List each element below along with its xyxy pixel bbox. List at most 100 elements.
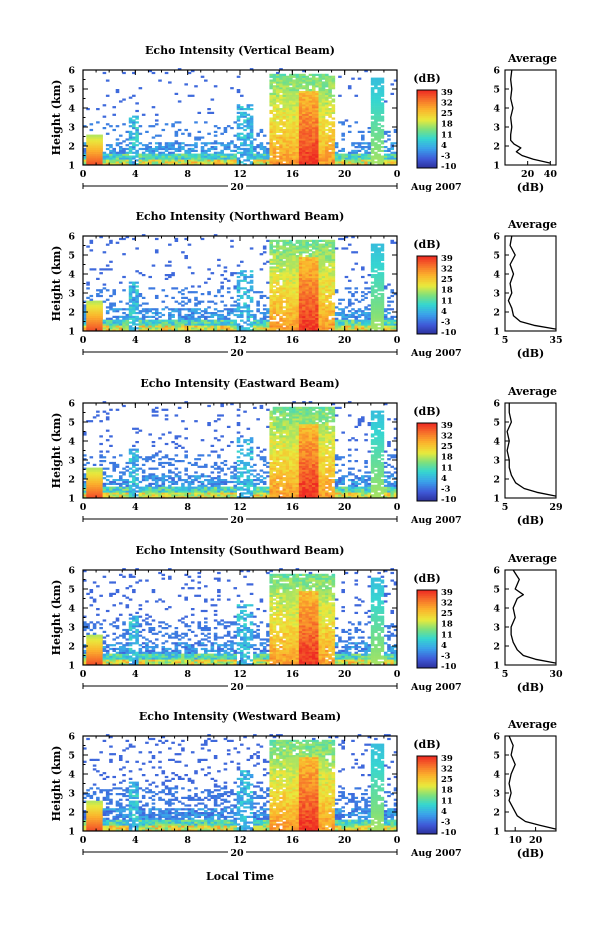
heatmap-cell bbox=[275, 115, 280, 118]
heatmap-cell bbox=[207, 319, 211, 322]
heatmap-cell bbox=[308, 285, 313, 288]
heatmap-cell bbox=[190, 323, 195, 326]
heatmap-cell bbox=[285, 138, 290, 141]
heatmap-cell bbox=[118, 157, 123, 160]
heatmap-cell bbox=[109, 319, 113, 322]
heatmap-cell bbox=[223, 163, 228, 166]
heatmap-cell bbox=[272, 108, 277, 111]
heatmap-cell bbox=[89, 155, 94, 158]
heatmap-cell bbox=[308, 291, 313, 294]
heatmap-cell bbox=[292, 155, 296, 158]
heatmap-cell bbox=[184, 437, 188, 440]
heatmap-cell bbox=[187, 323, 192, 326]
heatmap-cell bbox=[135, 319, 139, 322]
heatmap-cell bbox=[305, 125, 309, 128]
heatmap-cell bbox=[367, 147, 372, 151]
heatmap-cell bbox=[132, 456, 136, 459]
heatmap-cell bbox=[289, 108, 293, 111]
heatmap-cell bbox=[207, 327, 211, 330]
heatmap-cell bbox=[272, 270, 277, 273]
heatmap-cell bbox=[89, 153, 94, 156]
heatmap-cell bbox=[377, 256, 381, 260]
heatmap-cell bbox=[328, 87, 332, 90]
heatmap-cell bbox=[128, 136, 133, 139]
heatmap-cell bbox=[109, 151, 113, 154]
heatmap-cell bbox=[83, 159, 87, 162]
heatmap-cell bbox=[132, 490, 136, 493]
heatmap-cell bbox=[105, 323, 110, 326]
heatmap-cell bbox=[194, 317, 198, 320]
heatmap-cell bbox=[174, 92, 179, 95]
heatmap-cell bbox=[305, 75, 309, 78]
heatmap-cell bbox=[243, 153, 247, 156]
heatmap-cell bbox=[285, 123, 290, 126]
heatmap-cell bbox=[302, 132, 306, 135]
heatmap-cell bbox=[240, 155, 244, 158]
heatmap-cell bbox=[282, 270, 287, 273]
heatmap-cell bbox=[272, 125, 277, 128]
colorbar-segment bbox=[417, 320, 437, 323]
heatmap-cell bbox=[226, 142, 231, 145]
heatmap-cell bbox=[249, 68, 254, 71]
heatmap-cell bbox=[171, 159, 175, 162]
heatmap-cell bbox=[83, 313, 87, 317]
heatmap-cell bbox=[96, 293, 100, 296]
heatmap-cell bbox=[158, 144, 162, 147]
heatmap-cell bbox=[308, 94, 313, 97]
heatmap-cell bbox=[213, 157, 218, 160]
heatmap-cell bbox=[367, 313, 372, 317]
heatmap-cell bbox=[295, 308, 300, 311]
heatmap-cell bbox=[135, 247, 139, 250]
heatmap-cell bbox=[132, 463, 136, 466]
heatmap-cell bbox=[269, 130, 274, 133]
heatmap-cell bbox=[302, 308, 306, 311]
heatmap-cell bbox=[269, 251, 274, 254]
heatmap-cell bbox=[148, 70, 152, 73]
heatmap-cell bbox=[298, 119, 303, 122]
heatmap-cell bbox=[148, 473, 152, 476]
heatmap-cell bbox=[321, 255, 326, 258]
heatmap-cell bbox=[295, 256, 300, 260]
heatmap-cell bbox=[135, 454, 139, 457]
heatmap-cell bbox=[83, 475, 87, 478]
heatmap-cell bbox=[272, 317, 277, 320]
heatmap-cell bbox=[321, 87, 326, 90]
heatmap-cell bbox=[243, 136, 247, 139]
heatmap-cell bbox=[275, 321, 280, 324]
heatmap-cell bbox=[361, 325, 365, 328]
heatmap-cell bbox=[269, 300, 274, 303]
heatmap-cell bbox=[374, 245, 378, 248]
heatmap-cell bbox=[331, 128, 336, 132]
heatmap-cell bbox=[305, 89, 309, 92]
heatmap-cell bbox=[311, 243, 316, 246]
heatmap-cell bbox=[292, 127, 296, 130]
heatmap-cell bbox=[295, 239, 300, 242]
heatmap-cell bbox=[240, 270, 244, 273]
heatmap-cell bbox=[390, 163, 395, 166]
heatmap-cell bbox=[207, 321, 211, 324]
heatmap-cell bbox=[275, 89, 280, 92]
heatmap-cell bbox=[344, 317, 349, 320]
heatmap-cell bbox=[295, 268, 300, 271]
heatmap-cell bbox=[197, 317, 202, 320]
heatmap-cell bbox=[292, 75, 296, 78]
colorbar-segment bbox=[417, 296, 437, 300]
heatmap-cell bbox=[351, 159, 355, 162]
heatmap-cell bbox=[204, 310, 208, 313]
heatmap-cell bbox=[181, 300, 185, 303]
heatmap-cell bbox=[177, 313, 182, 317]
heatmap-cell bbox=[354, 298, 359, 301]
heatmap-cell bbox=[83, 308, 87, 311]
heatmap-cell bbox=[204, 121, 208, 124]
heatmap-cell bbox=[302, 306, 306, 309]
heatmap-cell bbox=[226, 310, 231, 313]
heatmap-cell bbox=[194, 304, 198, 307]
heatmap-cell bbox=[154, 319, 159, 322]
heatmap-cell bbox=[151, 155, 156, 158]
heatmap-cell bbox=[226, 323, 231, 326]
heatmap-cell bbox=[112, 490, 117, 493]
heatmap-cell bbox=[138, 325, 143, 328]
heatmap-cell bbox=[168, 144, 172, 147]
heatmap-cell bbox=[295, 106, 300, 109]
heatmap-cell bbox=[328, 255, 332, 258]
